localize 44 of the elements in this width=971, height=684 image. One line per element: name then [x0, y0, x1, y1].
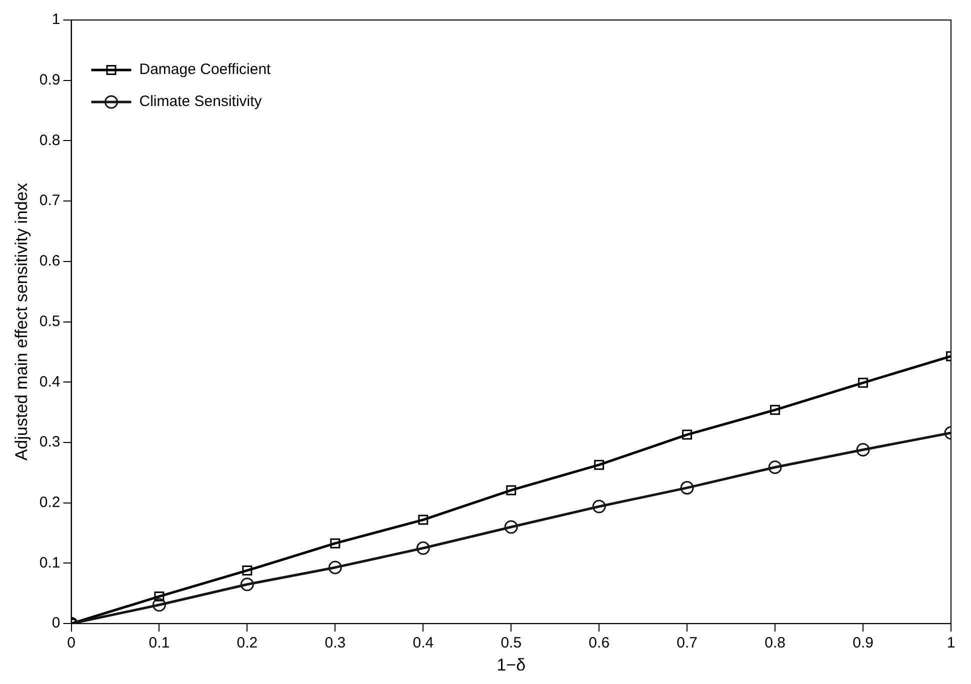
x-tick-label: 0.5 [500, 634, 522, 652]
point [594, 460, 604, 470]
y-tick-label: 0.2 [39, 494, 60, 512]
legend-label: Climate Sensitivity [139, 93, 262, 110]
x-tick-label: 0.8 [764, 634, 786, 652]
y-tick-label: 0.9 [39, 72, 60, 88]
point [418, 514, 428, 525]
y-axis-title: Adjusted main effect sensitivity index [12, 182, 31, 461]
x-tick-label: 1 [946, 634, 956, 652]
x-tick-label: 0.9 [852, 634, 874, 652]
x-axis-title: 1−δ [496, 655, 526, 674]
point [506, 485, 516, 496]
y-tick-label: 0 [52, 614, 60, 632]
y-tick-label: 0.1 [39, 554, 60, 572]
y-tick-label: 0.3 [39, 434, 60, 451]
x-tick-label: 0.6 [588, 634, 610, 652]
point [768, 460, 782, 474]
legend-label: Damage Coefficient [139, 61, 272, 78]
point [240, 578, 254, 592]
y-tick-label: 0.5 [39, 312, 60, 330]
x-tick-label: 0.4 [412, 634, 434, 652]
point [680, 481, 694, 495]
y-tick-label: 0.6 [39, 252, 60, 270]
x-tick-label: 0.7 [676, 634, 698, 652]
point [592, 500, 606, 514]
y-tick-label: 0.8 [39, 132, 60, 149]
y-tick-label: 0.4 [39, 373, 60, 390]
point [682, 430, 692, 440]
point [416, 541, 430, 555]
point [858, 378, 868, 388]
x-tick-label: 0.1 [148, 634, 170, 652]
point [154, 591, 164, 602]
y-tick-label: 0.7 [39, 192, 60, 210]
x-tick-label: 0 [67, 634, 76, 652]
point [504, 520, 518, 534]
point [242, 565, 252, 576]
point [152, 598, 166, 612]
point [770, 404, 780, 415]
point [856, 443, 870, 457]
x-tick-label: 0.2 [236, 634, 258, 652]
point [328, 560, 342, 574]
y-tick-label: 1 [52, 11, 60, 28]
x-tick-label: 0.3 [324, 634, 346, 652]
point [330, 538, 340, 548]
